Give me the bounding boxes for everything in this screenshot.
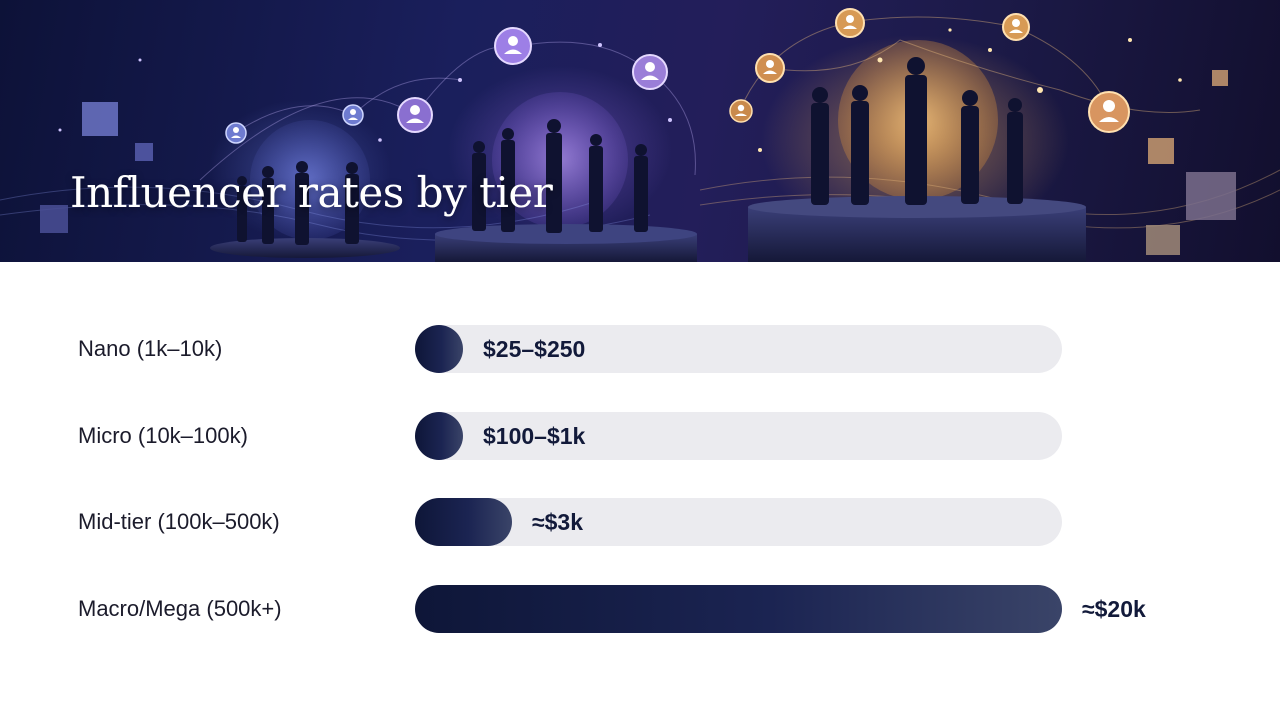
podium-icon bbox=[210, 196, 1086, 262]
category-label: Mid-tier (100k–500k) bbox=[78, 509, 280, 534]
bar-track bbox=[415, 498, 1062, 546]
user-node-icon bbox=[729, 99, 753, 123]
sparkles bbox=[758, 28, 1182, 152]
user-node-icon bbox=[1088, 91, 1130, 133]
user-node-icon bbox=[632, 54, 668, 90]
bar-micro bbox=[415, 412, 463, 460]
sparkles-violet bbox=[58, 43, 672, 142]
chart-row-macro-mega: Macro/Mega (500k+) ≈$20k bbox=[0, 585, 1280, 633]
category-label: Nano (1k–10k) bbox=[78, 336, 223, 361]
bar-track bbox=[415, 585, 1062, 633]
user-node-icon bbox=[835, 8, 865, 38]
user-node-icon bbox=[755, 53, 785, 83]
banner-illustration bbox=[0, 8, 1280, 262]
glow-halo-small bbox=[250, 120, 370, 240]
person-silhouette-icon bbox=[237, 57, 1023, 245]
user-node-icon bbox=[225, 122, 247, 144]
network-lines-gold bbox=[739, 16, 1201, 113]
category-label: Micro (10k–100k) bbox=[78, 423, 248, 448]
chart-row-micro: Micro (10k–100k) $100–$1k bbox=[0, 412, 1280, 460]
value-label: $100–$1k bbox=[483, 423, 586, 449]
chart-row-mid-tier: Mid-tier (100k–500k) ≈$3k bbox=[0, 498, 1280, 546]
category-label: Macro/Mega (500k+) bbox=[78, 596, 282, 621]
user-node-icon bbox=[494, 27, 532, 65]
bar-chart: Nano (1k–10k) $25–$250 Micro (10k–100k) … bbox=[0, 262, 1280, 720]
value-label: ≈$3k bbox=[532, 509, 583, 535]
bar-track bbox=[415, 412, 1062, 460]
page-title: Influencer rates by tier bbox=[70, 168, 553, 217]
bar-macro-mega bbox=[415, 585, 1062, 633]
cube-icon bbox=[40, 70, 1236, 255]
chart-row-nano: Nano (1k–10k) $25–$250 bbox=[0, 325, 1280, 373]
value-label: ≈$20k bbox=[1082, 596, 1146, 622]
user-node-icon bbox=[342, 104, 364, 126]
bar-mid-tier bbox=[415, 498, 512, 546]
hero-banner: Influencer rates by tier bbox=[0, 0, 1280, 262]
user-node-icon bbox=[1002, 13, 1030, 41]
value-label: $25–$250 bbox=[483, 336, 586, 362]
bar-nano bbox=[415, 325, 463, 373]
user-node-icon bbox=[397, 97, 433, 133]
bar-track bbox=[415, 325, 1062, 373]
